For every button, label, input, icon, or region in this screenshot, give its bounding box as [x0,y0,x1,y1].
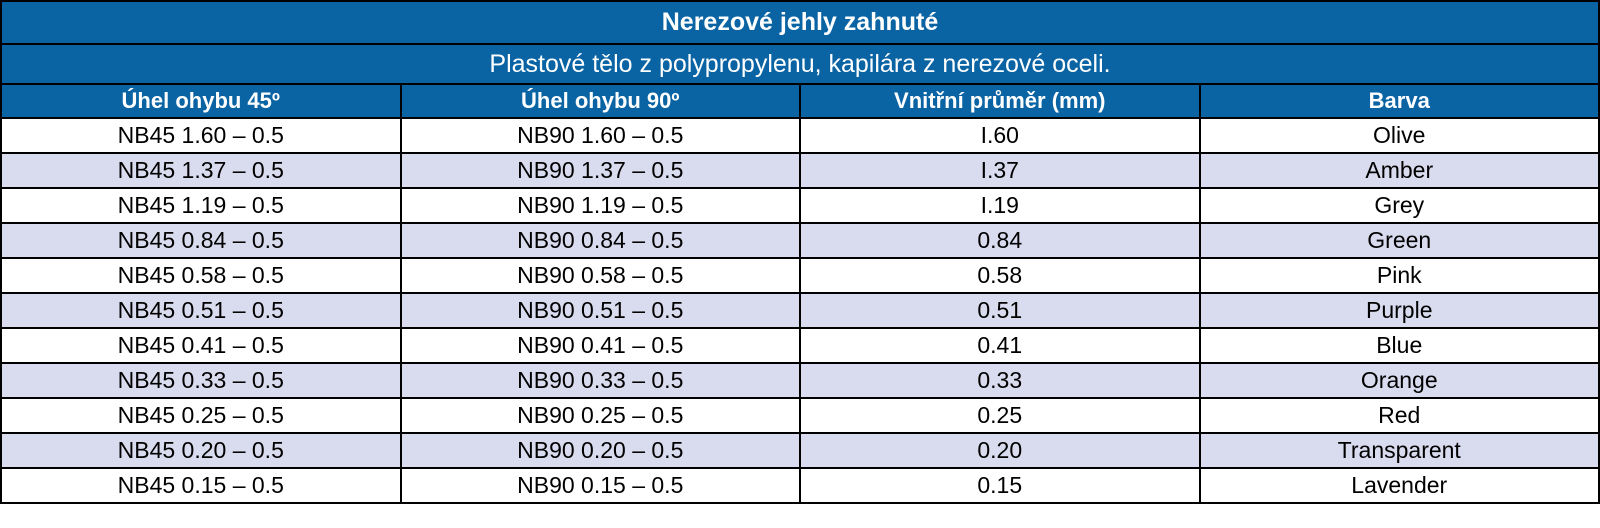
column-header-angle-45: Úhel ohybu 45º [0,83,402,119]
table-row: NB45 0.58 – 0.5 NB90 0.58 – 0.5 0.58 Pin… [0,257,1600,294]
cell-inner-diameter: I.37 [799,152,1201,189]
cell-color: Blue [1198,327,1600,364]
cell-angle-45: NB45 0.84 – 0.5 [0,222,402,259]
table-subtitle: Plastové tělo z polypropylenu, kapilára … [0,43,1600,85]
cell-color: Amber [1198,152,1600,189]
cell-color: Grey [1198,187,1600,224]
cell-angle-45: NB45 0.41 – 0.5 [0,327,402,364]
cell-inner-diameter: I.19 [799,187,1201,224]
cell-inner-diameter: 0.25 [799,397,1201,434]
cell-angle-90: NB90 1.60 – 0.5 [399,117,801,154]
table-row: NB45 1.37 – 0.5 NB90 1.37 – 0.5 I.37 Amb… [0,152,1600,189]
cell-color: Green [1198,222,1600,259]
cell-angle-90: NB90 1.37 – 0.5 [399,152,801,189]
table-row: NB45 0.33 – 0.5 NB90 0.33 – 0.5 0.33 Ora… [0,362,1600,399]
cell-color: Pink [1198,257,1600,294]
column-header-inner-diameter: Vnitřní průměr (mm) [799,83,1201,119]
table-subtitle-row: Plastové tělo z polypropylenu, kapilára … [0,43,1600,85]
table-title: Nerezové jehly zahnuté [0,0,1600,45]
cell-angle-45: NB45 0.51 – 0.5 [0,292,402,329]
cell-color: Purple [1198,292,1600,329]
cell-angle-90: NB90 0.84 – 0.5 [399,222,801,259]
cell-angle-45: NB45 0.58 – 0.5 [0,257,402,294]
cell-angle-45: NB45 0.15 – 0.5 [0,467,402,504]
table-row: NB45 0.51 – 0.5 NB90 0.51 – 0.5 0.51 Pur… [0,292,1600,329]
cell-color: Transparent [1198,432,1600,469]
table-row: NB45 1.19 – 0.5 NB90 1.19 – 0.5 I.19 Gre… [0,187,1600,224]
table-row: NB45 0.20 – 0.5 NB90 0.20 – 0.5 0.20 Tra… [0,432,1600,469]
cell-inner-diameter: I.60 [799,117,1201,154]
cell-inner-diameter: 0.15 [799,467,1201,504]
cell-angle-90: NB90 0.58 – 0.5 [399,257,801,294]
cell-color: Lavender [1198,467,1600,504]
cell-angle-45: NB45 0.33 – 0.5 [0,362,402,399]
cell-angle-45: NB45 1.37 – 0.5 [0,152,402,189]
cell-inner-diameter: 0.33 [799,362,1201,399]
table-row: NB45 0.41 – 0.5 NB90 0.41 – 0.5 0.41 Blu… [0,327,1600,364]
table-row: NB45 0.84 – 0.5 NB90 0.84 – 0.5 0.84 Gre… [0,222,1600,259]
cell-angle-45: NB45 1.60 – 0.5 [0,117,402,154]
cell-inner-diameter: 0.84 [799,222,1201,259]
table-row: NB45 1.60 – 0.5 NB90 1.60 – 0.5 I.60 Oli… [0,117,1600,154]
cell-angle-90: NB90 0.33 – 0.5 [399,362,801,399]
column-header-row: Úhel ohybu 45º Úhel ohybu 90º Vnitřní pr… [0,83,1600,119]
cell-color: Red [1198,397,1600,434]
cell-color: Olive [1198,117,1600,154]
cell-inner-diameter: 0.20 [799,432,1201,469]
cell-angle-90: NB90 0.41 – 0.5 [399,327,801,364]
column-header-angle-90: Úhel ohybu 90º [399,83,801,119]
cell-angle-45: NB45 1.19 – 0.5 [0,187,402,224]
table-title-row: Nerezové jehly zahnuté [0,0,1600,45]
cell-inner-diameter: 0.51 [799,292,1201,329]
cell-inner-diameter: 0.41 [799,327,1201,364]
table-row: NB45 0.25 – 0.5 NB90 0.25 – 0.5 0.25 Red [0,397,1600,434]
needle-spec-table: Nerezové jehly zahnuté Plastové tělo z p… [0,0,1600,504]
cell-angle-90: NB90 1.19 – 0.5 [399,187,801,224]
cell-inner-diameter: 0.58 [799,257,1201,294]
cell-angle-90: NB90 0.25 – 0.5 [399,397,801,434]
cell-angle-90: NB90 0.51 – 0.5 [399,292,801,329]
cell-color: Orange [1198,362,1600,399]
table-row: NB45 0.15 – 0.5 NB90 0.15 – 0.5 0.15 Lav… [0,467,1600,504]
cell-angle-90: NB90 0.15 – 0.5 [399,467,801,504]
cell-angle-45: NB45 0.25 – 0.5 [0,397,402,434]
cell-angle-45: NB45 0.20 – 0.5 [0,432,402,469]
cell-angle-90: NB90 0.20 – 0.5 [399,432,801,469]
column-header-color: Barva [1198,83,1600,119]
